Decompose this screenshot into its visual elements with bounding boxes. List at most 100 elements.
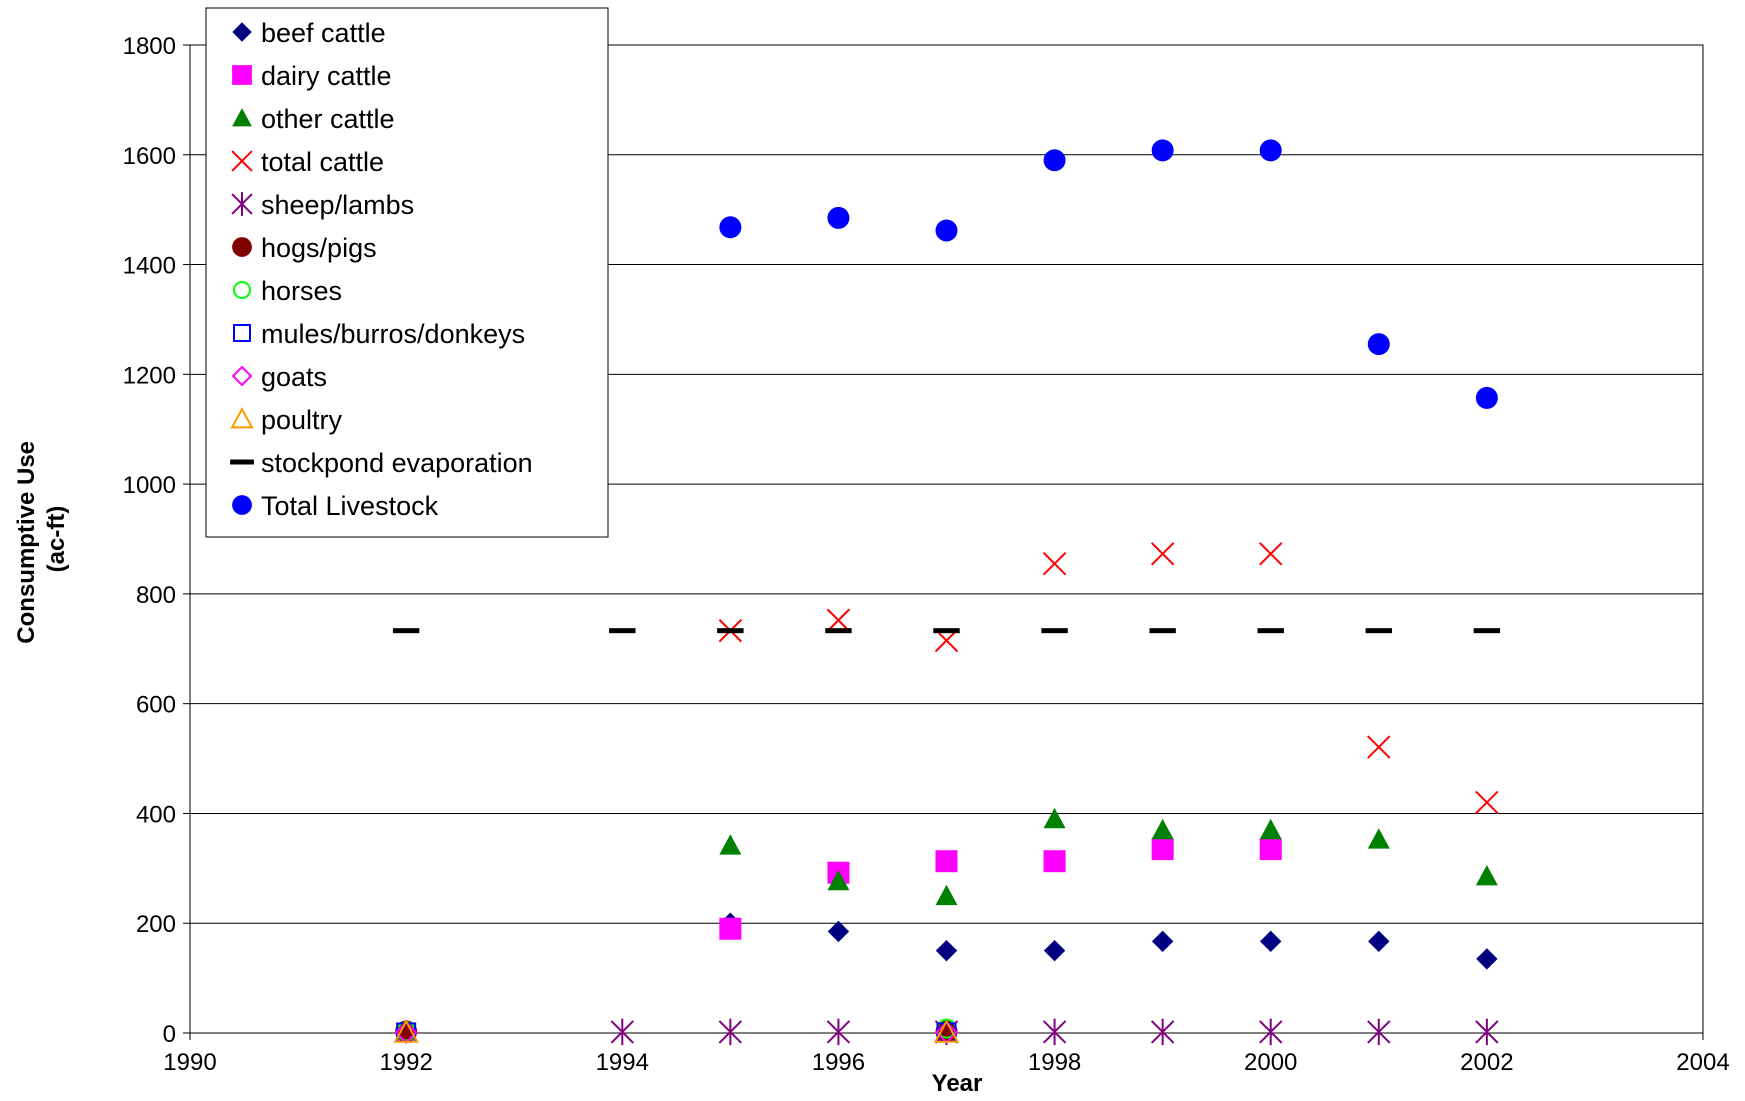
legend-label-hogs-pigs: hogs/pigs [261, 233, 377, 263]
point-total-cattle-1999 [1150, 542, 1175, 566]
x-tick-label-1990: 1990 [163, 1049, 216, 1076]
point-total-cattle-1997 [934, 628, 959, 653]
legend-marker-mules-burros-donkeys [233, 324, 251, 342]
y-tick-label-1000: 1000 [123, 472, 176, 499]
y-axis-title-line-1: Consumptive Use [13, 441, 40, 644]
y-tick-label-1200: 1200 [123, 362, 176, 389]
legend-label-other-cattle: other cattle [261, 104, 395, 134]
point-sheep-lambs-2001 [1367, 1018, 1391, 1046]
point-other-cattle-2001 [1367, 828, 1390, 849]
legend-marker-other-cattle [232, 108, 252, 127]
point-total-cattle-1996 [826, 608, 851, 632]
legend-label-poultry: poultry [261, 405, 343, 435]
x-tick-label-1996: 1996 [812, 1049, 865, 1076]
point-total-livestock-2001 [1367, 333, 1390, 356]
y-tick-label-200: 200 [136, 911, 176, 938]
legend-marker-horses [233, 281, 251, 299]
y-axis-title: Consumptive Use (ac-ft) [13, 434, 70, 643]
point-stockpond-evaporation-2002 [1473, 628, 1501, 634]
x-tick-label-2000: 2000 [1244, 1049, 1297, 1076]
legend-label-dairy-cattle: dairy cattle [261, 61, 392, 91]
point-stockpond-evaporation-1999 [1149, 628, 1176, 634]
point-total-livestock-1998 [1043, 149, 1066, 172]
series-mules-burros-donkeys [396, 1022, 957, 1043]
legend-label-total-cattle: total cattle [261, 147, 384, 177]
point-sheep-lambs-2000 [1259, 1018, 1283, 1046]
point-other-cattle-1995 [719, 834, 742, 855]
legend-marker-total-livestock [232, 495, 252, 515]
legend-label-total-livestock: Total Livestock [261, 491, 439, 521]
series-sheep-lambs [610, 1018, 1499, 1046]
legend-marker-total-cattle [231, 150, 253, 172]
point-dairy-cattle-2000 [1259, 838, 1282, 861]
series-total-cattle [718, 542, 1499, 815]
point-total-livestock-1997 [935, 219, 958, 242]
axes: 0 200 400 600 800 1000 1200 1400 1600 1800 1990 199… [123, 33, 1730, 1076]
legend-label-beef-cattle: beef cattle [261, 18, 386, 48]
point-poultry-1997 [933, 1019, 960, 1043]
y-tick-label-1400: 1400 [123, 253, 176, 280]
series-other-cattle [719, 807, 1498, 906]
series-goats [394, 1021, 958, 1044]
legend-label-horses: horses [261, 276, 342, 306]
point-total-livestock-1999 [1151, 139, 1174, 162]
point-stockpond-evaporation-1996 [825, 628, 852, 634]
point-sheep-lambs-1998 [1042, 1018, 1067, 1046]
legend-marker-beef-cattle [232, 22, 252, 42]
point-beef-cattle-1996 [827, 920, 850, 943]
point-stockpond-evaporation-2000 [1257, 628, 1284, 634]
y-axis-title-line-2: (ac-ft) [43, 506, 70, 573]
point-sheep-lambs-1995 [718, 1018, 743, 1046]
point-sheep-lambs-2002 [1475, 1018, 1499, 1046]
point-other-cattle-2002 [1475, 865, 1498, 886]
point-other-cattle-2000 [1259, 818, 1282, 840]
point-dairy-cattle-1995 [719, 917, 742, 940]
legend: beef cattle dairy cattle other cattle total… [205, 7, 609, 538]
point-beef-cattle-1998 [1043, 939, 1066, 962]
y-tick-label-400: 400 [136, 801, 176, 828]
legend-label-sheep-lambs: sheep/lambs [261, 190, 414, 220]
point-total-cattle-2002 [1475, 790, 1499, 815]
point-stockpond-evaporation-1998 [1041, 628, 1068, 634]
legend-label-stockpond-evaporation: stockpond evaporation [261, 448, 533, 478]
legend-marker-sheep-lambs [231, 192, 253, 216]
point-stockpond-evaporation-1992 [392, 628, 420, 634]
point-beef-cattle-2002 [1476, 948, 1498, 970]
point-total-cattle-1998 [1042, 551, 1067, 576]
y-tick-label-1600: 1600 [123, 143, 176, 170]
series-beef-cattle [719, 912, 1498, 970]
legend-box [205, 7, 609, 538]
point-sheep-lambs-1994 [610, 1018, 634, 1046]
y-tick-label-800: 800 [136, 582, 176, 609]
point-stockpond-evaporation-1995 [717, 628, 744, 634]
x-tick-label-1992: 1992 [379, 1049, 432, 1076]
series-hogs-pigs [395, 1020, 958, 1043]
point-stockpond-evaporation-1994 [609, 628, 636, 634]
point-other-cattle-1997 [935, 884, 958, 906]
series-dairy-cattle [719, 838, 1282, 940]
point-stockpond-evaporation-1997 [933, 628, 960, 634]
point-beef-cattle-1997 [935, 939, 958, 962]
point-other-cattle-1999 [1151, 818, 1174, 840]
series-poultry [393, 1019, 960, 1043]
point-beef-cattle-1999 [1151, 930, 1174, 953]
point-sheep-lambs-1999 [1150, 1018, 1175, 1046]
data-points [392, 139, 1501, 1046]
y-tick-label-0: 0 [163, 1021, 176, 1048]
y-tick-label-1800: 1800 [123, 33, 176, 60]
point-poultry-1992 [393, 1019, 419, 1043]
legend-marker-goats [231, 365, 253, 387]
point-stockpond-evaporation-2001 [1365, 628, 1392, 634]
x-tick-label-1994: 1994 [596, 1049, 649, 1076]
legend-label-mules-burros-donkeys: mules/burros/donkeys [261, 319, 525, 349]
y-tick-label-600: 600 [136, 692, 176, 719]
point-other-cattle-1996 [827, 869, 850, 891]
point-beef-cattle-2000 [1260, 930, 1282, 953]
x-tick-label-2002: 2002 [1460, 1049, 1513, 1076]
point-sheep-lambs-1996 [826, 1018, 851, 1046]
point-dairy-cattle-1999 [1151, 838, 1174, 861]
legend-marker-hogs-pigs [232, 237, 252, 257]
series-horses [396, 1018, 957, 1042]
